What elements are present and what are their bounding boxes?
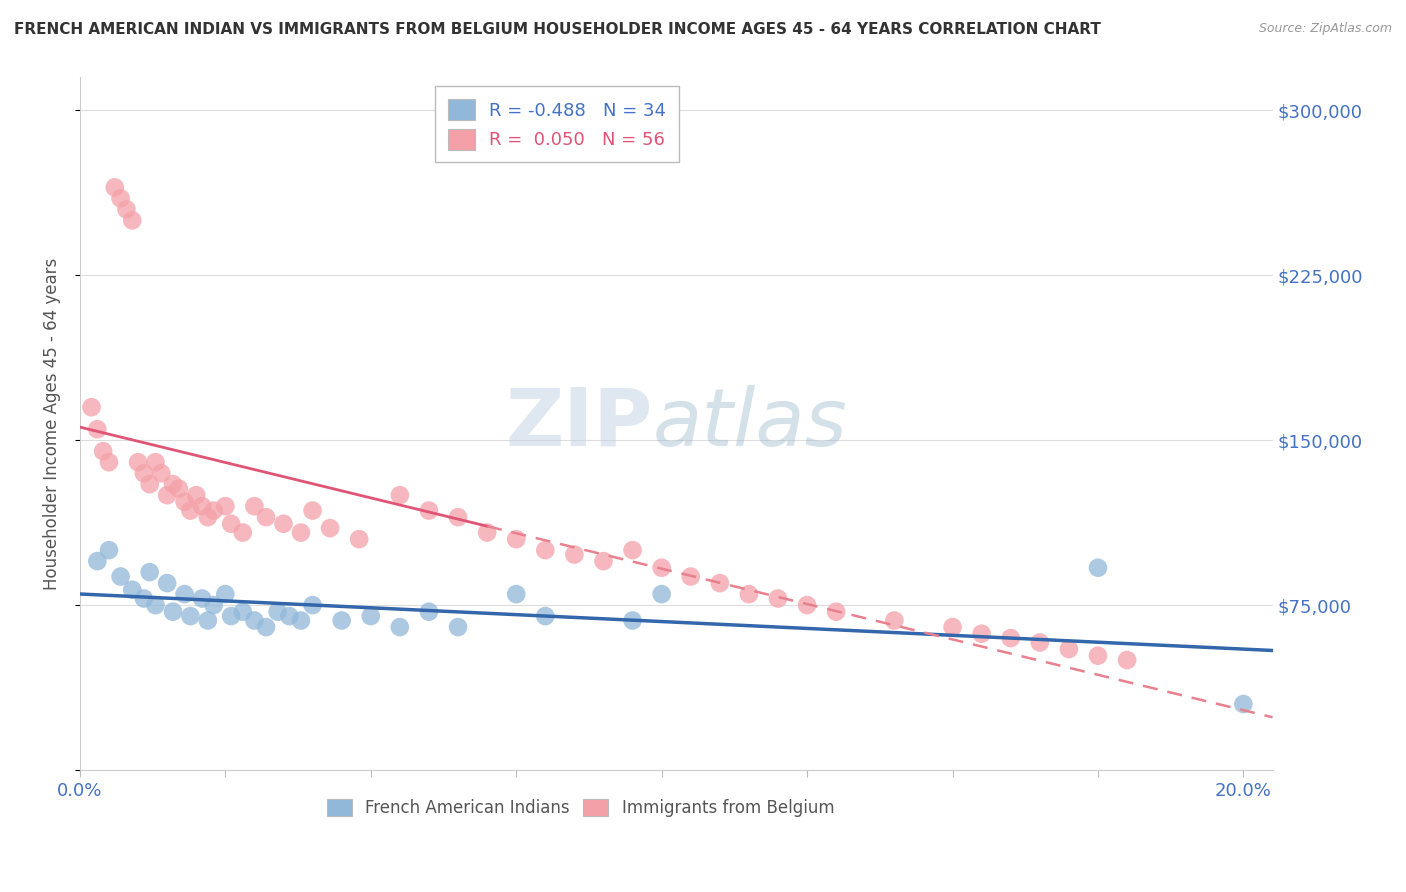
Point [266,605,288,619]
Point [121,582,143,597]
Point [278,609,301,624]
Point [290,614,312,628]
Point [447,510,470,524]
Point [127,455,149,469]
Point [592,554,614,568]
Point [191,499,214,513]
Point [162,605,184,619]
Point [825,605,848,619]
Point [1087,560,1109,574]
Point [191,591,214,606]
Point [150,466,173,480]
Point [621,543,644,558]
Point [388,488,411,502]
Point [86,554,108,568]
Text: Source: ZipAtlas.com: Source: ZipAtlas.com [1258,22,1392,36]
Text: ZIP: ZIP [505,384,652,463]
Point [202,598,225,612]
Point [138,565,160,579]
Point [564,548,586,562]
Point [360,609,382,624]
Point [1116,653,1139,667]
Point [1232,697,1254,711]
Point [301,598,323,612]
Point [254,620,277,634]
Point [447,620,470,634]
Point [243,614,266,628]
Text: FRENCH AMERICAN INDIAN VS IMMIGRANTS FROM BELGIUM HOUSEHOLDER INCOME AGES 45 - 6: FRENCH AMERICAN INDIAN VS IMMIGRANTS FRO… [14,22,1101,37]
Point [121,213,143,227]
Point [1057,642,1080,657]
Point [138,477,160,491]
Text: atlas: atlas [652,384,846,463]
Point [1087,648,1109,663]
Point [330,614,353,628]
Point [232,605,254,619]
Y-axis label: Householder Income Ages 45 - 64 years: Householder Income Ages 45 - 64 years [44,258,60,590]
Point [243,499,266,513]
Point [621,614,644,628]
Point [534,609,557,624]
Point [167,482,190,496]
Point [418,605,440,619]
Point [970,626,993,640]
Point [110,191,132,205]
Point [941,620,963,634]
Point [505,587,527,601]
Point [505,532,527,546]
Point [219,609,242,624]
Point [319,521,342,535]
Point [766,591,789,606]
Point [173,495,195,509]
Point [418,503,440,517]
Point [534,543,557,558]
Point [202,503,225,517]
Point [104,180,127,194]
Point [156,488,179,502]
Point [651,587,673,601]
Point [179,609,201,624]
Point [156,576,179,591]
Point [475,525,498,540]
Legend: French American Indians, Immigrants from Belgium: French American Indians, Immigrants from… [321,792,841,824]
Point [738,587,761,601]
Point [97,455,120,469]
Point [254,510,277,524]
Point [162,477,184,491]
Point [86,422,108,436]
Point [97,543,120,558]
Point [1000,631,1022,645]
Point [214,587,236,601]
Point [179,503,201,517]
Point [145,598,167,612]
Point [1029,635,1052,649]
Point [173,587,195,601]
Point [91,444,114,458]
Point [290,525,312,540]
Point [796,598,818,612]
Point [145,455,167,469]
Point [132,466,155,480]
Point [883,614,905,628]
Point [651,560,673,574]
Point [347,532,370,546]
Point [273,516,295,531]
Point [214,499,236,513]
Point [132,591,155,606]
Point [232,525,254,540]
Point [709,576,731,591]
Point [219,516,242,531]
Point [186,488,208,502]
Point [679,569,702,583]
Point [197,510,219,524]
Point [388,620,411,634]
Point [80,401,103,415]
Point [301,503,323,517]
Point [110,569,132,583]
Point [197,614,219,628]
Point [115,202,138,217]
